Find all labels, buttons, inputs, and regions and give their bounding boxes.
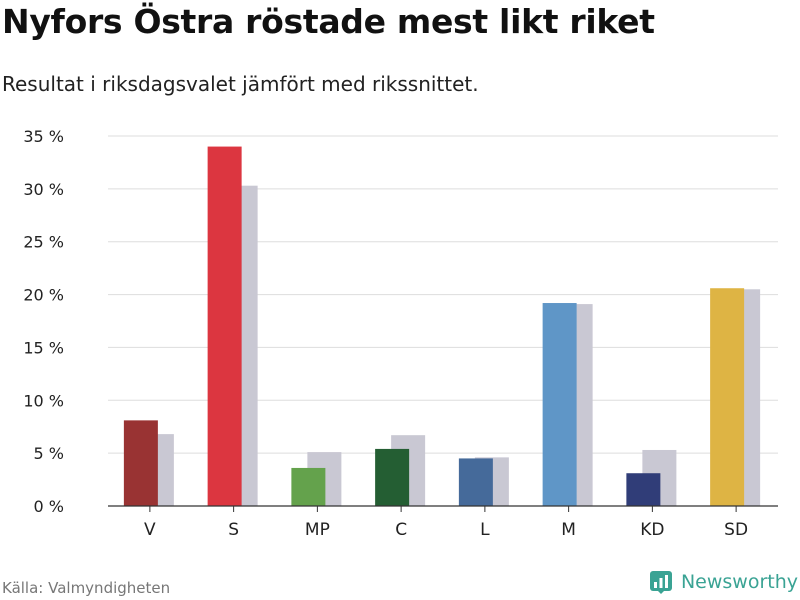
x-tick-label: L [480,520,490,540]
y-tick-label: 25 % [23,233,64,252]
x-tick-label: KD [640,520,664,540]
x-tick-label: M [561,520,576,540]
y-tick-label: 15 % [23,338,64,357]
bar-local-s [207,146,242,507]
x-tick-label: S [228,520,239,540]
bars [123,146,761,507]
y-tick-label: 35 % [23,127,64,146]
brand-logo: Newsworthy [649,570,798,594]
source-note: Källa: Valmyndigheten [2,579,171,597]
bar-local-mp [291,467,326,506]
y-axis-ticks: 0 % 5 % 10 % 15 % 20 % 25 % 30 % 35 % [23,127,64,516]
chart-title: Nyfors Östra röstade mest likt riket [2,2,655,41]
y-tick-label: 0 % [34,497,64,516]
x-tick-label: MP [305,520,330,540]
y-tick-label: 10 % [23,391,64,410]
y-tick-label: 20 % [23,286,64,305]
bar-chart: 0 % 5 % 10 % 15 % 20 % 25 % 30 % 35 % V S MP C L M KD… [23,127,778,540]
y-tick-label: 5 % [34,444,64,463]
bar-local-sd [710,288,745,506]
x-axis-ticks: V S MP C L M KD SD [144,506,748,540]
bar-local-c [375,448,410,506]
x-tick-label: SD [724,520,748,540]
x-tick-label: C [395,520,407,540]
brand-name: Newsworthy [680,571,798,593]
bar-local-v [123,420,158,506]
y-tick-label: 30 % [23,180,64,199]
bar-local-m [542,303,577,506]
bar-local-kd [626,473,661,506]
chart-subtitle: Resultat i riksdagsvalet jämfört med rik… [2,72,479,96]
bar-local-l [458,458,493,506]
x-tick-label: V [144,520,156,540]
newsworthy-logo-icon [649,571,672,594]
